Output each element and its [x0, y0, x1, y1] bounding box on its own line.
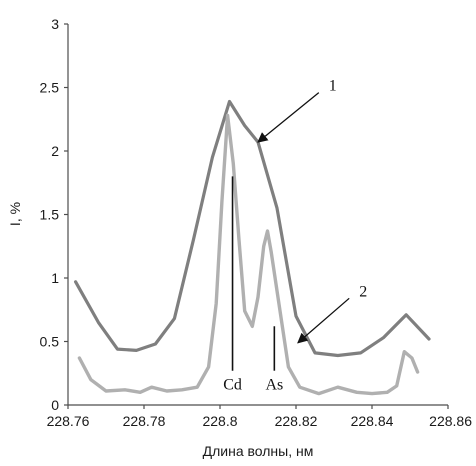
y-axis: 0 0.5 1 1.5 2 2.5 3 — [40, 16, 69, 413]
element-label-cd: Cd — [223, 377, 242, 394]
x-tick-label: 228.86 — [429, 413, 472, 429]
x-axis: 228.76 228.78 228.8 228.82 228.84 228.86 — [47, 404, 472, 429]
arrow-1 — [257, 92, 320, 143]
y-tick-label: 3 — [51, 16, 59, 32]
series-label-2: 2 — [359, 283, 367, 300]
x-tick-label: 228.8 — [202, 413, 237, 429]
x-tick-label: 228.84 — [351, 413, 394, 429]
series-label-1: 1 — [329, 78, 337, 95]
x-tick-label: 228.78 — [123, 413, 166, 429]
y-tick-label: 2.5 — [40, 80, 60, 96]
y-tick-label: 1 — [51, 270, 59, 286]
y-ticks: 0 0.5 1 1.5 2 2.5 3 — [40, 16, 68, 413]
x-tick-label: 228.82 — [275, 413, 318, 429]
series-line-2 — [77, 113, 420, 396]
element-label-as: As — [265, 377, 283, 394]
x-tick-label: 228.76 — [47, 413, 90, 429]
annotation-layer: 1 2 Cd As — [223, 78, 367, 394]
y-tick-label: 0.5 — [40, 334, 60, 350]
y-tick-label: 2 — [51, 143, 59, 159]
arrow-2 — [297, 297, 350, 344]
y-axis-title: I, % — [7, 202, 23, 226]
y-tick-label: 1.5 — [40, 207, 60, 223]
series-line-1 — [73, 99, 431, 358]
x-ticks: 228.76 228.78 228.8 228.82 228.84 228.86 — [47, 405, 472, 429]
series-layer — [73, 99, 431, 396]
x-axis-title: Длина волны, нм — [203, 443, 314, 459]
y-tick-label: 0 — [51, 397, 59, 413]
